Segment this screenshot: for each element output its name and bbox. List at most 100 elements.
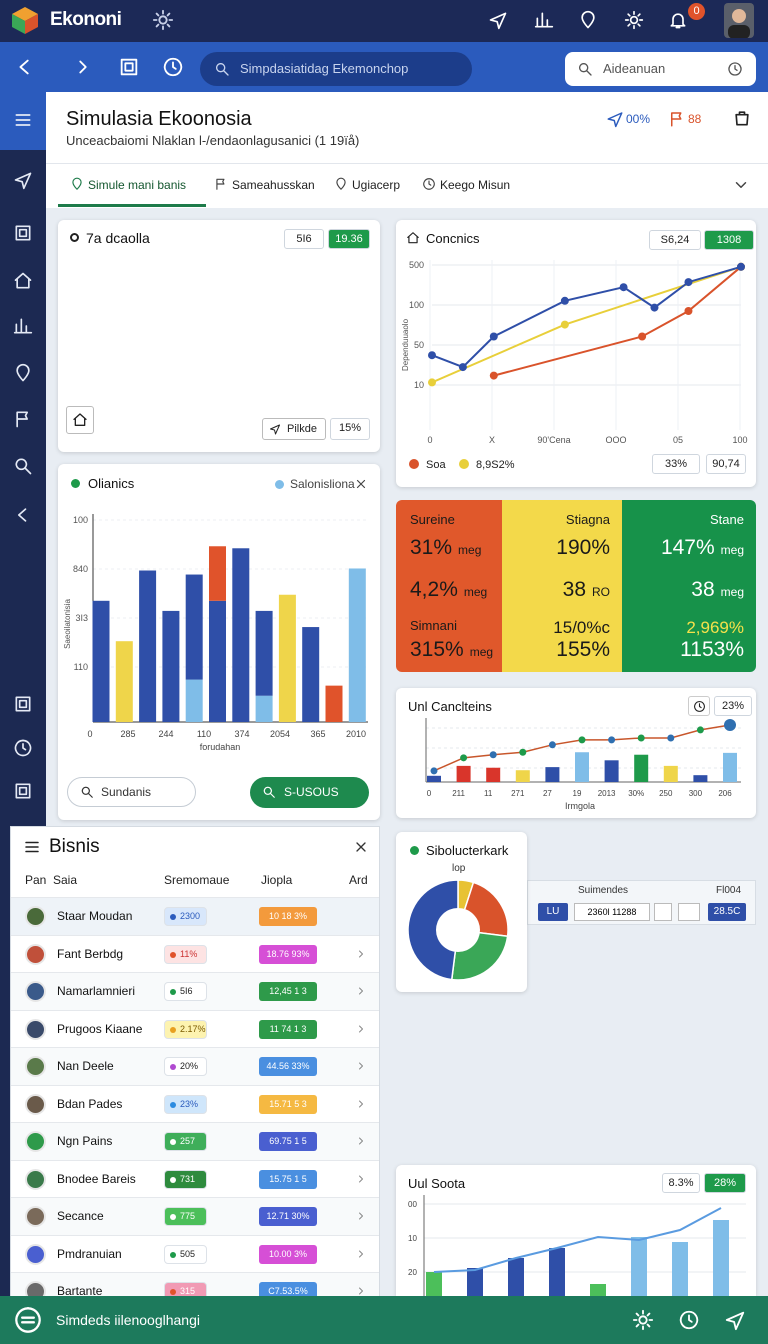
- pie-card: Sibolucterkark lop: [396, 832, 527, 992]
- top-icon-shape: [581, 10, 595, 29]
- sidebar-icon-shape: [14, 172, 32, 190]
- row-chevron-shape: [359, 1100, 363, 1107]
- row-chevron-shape: [359, 1025, 363, 1032]
- column-header: Jiopla: [261, 873, 293, 887]
- x-tick-label: 244: [158, 729, 173, 739]
- icon-button[interactable]: [654, 903, 672, 921]
- list-row[interactable]: Prugoos Kiaane 2.17% 11 74 1 3: [11, 1009, 379, 1047]
- top-icon[interactable]: [488, 10, 508, 30]
- header-stat: 00%: [626, 112, 651, 126]
- expand-icon-shape: [735, 182, 747, 188]
- list-row[interactable]: Fant Berbdg 11% 18.76 93%: [11, 934, 379, 972]
- sidebar-icon[interactable]: [13, 738, 33, 758]
- top-icon[interactable]: [534, 10, 554, 30]
- list-row[interactable]: Pmdranuian 505 10.00 3%: [11, 1234, 379, 1272]
- close-icon[interactable]: [353, 839, 369, 855]
- bar: [545, 767, 560, 782]
- toolbar-icon[interactable]: [72, 56, 94, 78]
- row-chevron: [359, 1250, 363, 1257]
- row-chevron: [359, 1100, 363, 1107]
- legend-swatch: [459, 459, 469, 469]
- badge: 15%: [330, 418, 370, 440]
- sidebar-icon-shape: [13, 318, 33, 334]
- x-axis-label: forudahan: [200, 742, 241, 752]
- summary-range: 2360l 11288: [574, 903, 650, 921]
- sidebar-icon[interactable]: [13, 316, 33, 336]
- tab-icon-shape: [216, 178, 225, 190]
- top-icon[interactable]: [578, 10, 598, 30]
- icon-button[interactable]: [678, 903, 700, 921]
- toolbar-icon[interactable]: [118, 56, 140, 78]
- list-row[interactable]: Staar Moudan 2300 10 18 3%: [11, 897, 379, 935]
- tab-icon: [216, 178, 225, 190]
- header-stat: 88: [688, 112, 702, 126]
- stat-unit: meg: [469, 645, 494, 659]
- top-icon[interactable]: [668, 10, 688, 30]
- card-icon-shape: [407, 232, 419, 244]
- sidebar-icon[interactable]: [13, 456, 33, 476]
- sidebar-icon[interactable]: [13, 694, 33, 714]
- map-button[interactable]: Pilkde: [262, 418, 326, 440]
- list-row[interactable]: Ngn Pains 257 69.75 1 5: [11, 1122, 379, 1160]
- status-text: 257: [180, 1136, 196, 1146]
- bar: [162, 610, 180, 722]
- row-chevron-shape: [359, 987, 363, 995]
- tab-icon: [72, 177, 82, 190]
- search-box[interactable]: Aideanuan: [565, 52, 756, 86]
- sidebar-icon-shape: [15, 783, 31, 799]
- x-tick-label: 374: [234, 729, 249, 739]
- toolbar-icon[interactable]: [14, 56, 36, 78]
- logo: [12, 7, 38, 34]
- list-row[interactable]: Secance 775 12.71 30%: [11, 1197, 379, 1235]
- settings-icon[interactable]: [152, 9, 174, 31]
- toolbar-icon[interactable]: [162, 56, 184, 78]
- search-field[interactable]: Simpdasiatidag Ekemonchop: [200, 52, 472, 86]
- status-text: 5I6: [180, 986, 193, 996]
- series-point: [560, 296, 569, 305]
- sidebar-icon[interactable]: [13, 170, 33, 190]
- stat-label: Stiagna: [565, 512, 610, 527]
- bar: [634, 754, 649, 782]
- expand-icon[interactable]: [732, 176, 750, 194]
- footer-icon[interactable]: [678, 1309, 700, 1331]
- menu-icon[interactable]: [23, 838, 41, 856]
- footer-icon[interactable]: [724, 1309, 746, 1331]
- home-button[interactable]: [66, 406, 94, 434]
- amount-pill: 12,45 1 3: [259, 982, 317, 1001]
- row-avatar: [25, 1131, 46, 1152]
- row-avatar: [25, 1168, 46, 1190]
- sidebar-icon[interactable]: [13, 223, 33, 243]
- footer-icon[interactable]: [14, 1306, 42, 1334]
- search-field[interactable]: Sundanis: [67, 777, 196, 807]
- sidebar-icon[interactable]: [13, 781, 33, 801]
- x-tick-label: 250: [659, 789, 673, 798]
- series-line: [431, 265, 742, 369]
- list-row[interactable]: Bnodee Bareis 731 15.75 1 5: [11, 1159, 379, 1197]
- row-name: Staar Moudan: [57, 909, 133, 923]
- sidebar-icon[interactable]: [13, 505, 33, 525]
- bar: [426, 1272, 442, 1296]
- top-icon[interactable]: [624, 10, 644, 30]
- y-tick-label: 10: [414, 380, 424, 390]
- primary-button[interactable]: S-USOUS: [250, 777, 369, 808]
- tab-label: Sameahusskan: [232, 178, 315, 192]
- list-row[interactable]: Bdan Pades 23% 15.71 5 3: [11, 1084, 379, 1122]
- bag-icon[interactable]: [732, 108, 752, 128]
- sidebar-icon[interactable]: [13, 271, 33, 291]
- sidebar-icon[interactable]: [13, 110, 33, 130]
- badge: 28%: [704, 1173, 746, 1193]
- bar: [456, 765, 471, 782]
- sidebar-icon[interactable]: [13, 363, 33, 383]
- refresh-icon: [728, 62, 742, 76]
- row-chevron-shape: [359, 950, 363, 957]
- avatar[interactable]: [724, 3, 754, 38]
- footer-icon[interactable]: [632, 1309, 654, 1331]
- stat-unit: RO: [592, 585, 610, 599]
- sidebar-icon-shape: [15, 225, 31, 241]
- list-row[interactable]: Nan Deele 20% 44.56 33%: [11, 1047, 379, 1085]
- list-row[interactable]: Namarlamnieri 5I6 12,45 1 3: [11, 972, 379, 1010]
- sidebar-icon[interactable]: [13, 409, 33, 429]
- close-icon[interactable]: [354, 477, 368, 491]
- icon-button[interactable]: [688, 696, 710, 716]
